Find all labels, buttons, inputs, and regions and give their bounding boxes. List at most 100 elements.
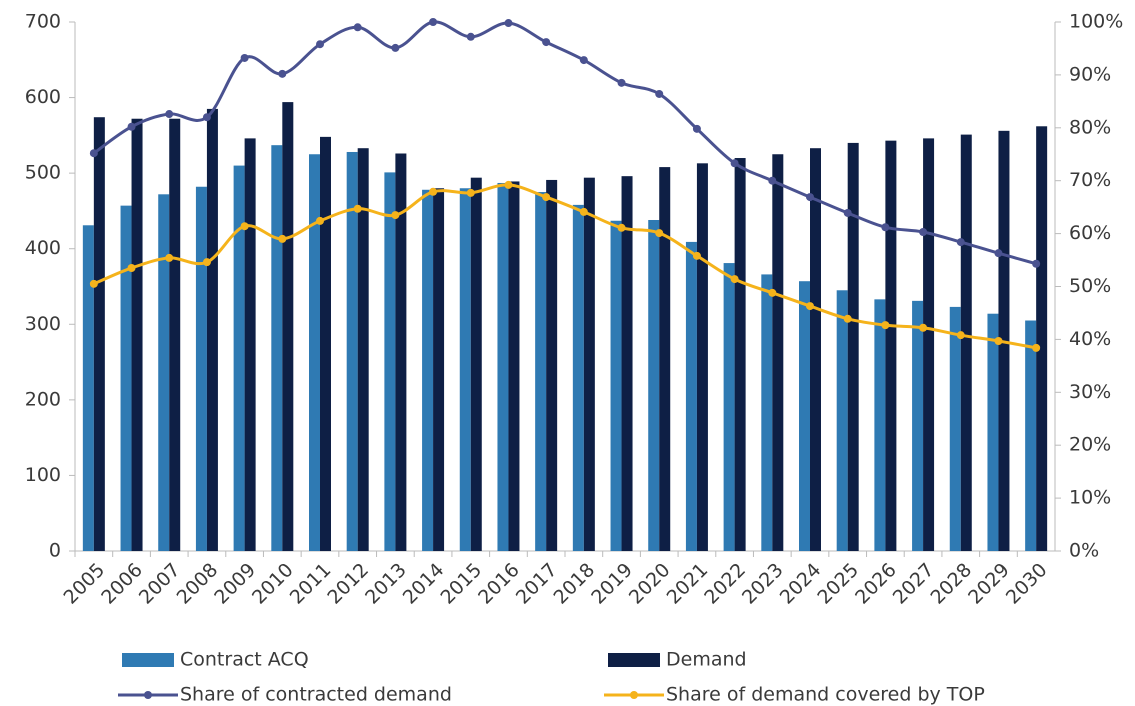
- bar: [621, 176, 633, 551]
- marker: [843, 314, 852, 323]
- marker: [730, 275, 739, 284]
- marker: [466, 188, 475, 197]
- bar: [572, 204, 584, 551]
- bar: [459, 188, 471, 551]
- marker: [240, 53, 249, 62]
- y2-tick-label: 100%: [1069, 11, 1123, 33]
- marker: [504, 19, 513, 28]
- x-tick-label: 2026: [851, 559, 901, 609]
- x-tick-label: 2015: [436, 559, 486, 609]
- y-tick-label: 400: [25, 237, 61, 259]
- x-tick-label: 2023: [738, 559, 788, 609]
- bar: [648, 219, 660, 552]
- x-tick-label: 2016: [474, 559, 524, 609]
- bar: [923, 138, 935, 551]
- y-tick-label: 700: [25, 11, 61, 33]
- marker: [919, 323, 928, 332]
- y2-tick-label: 70%: [1069, 169, 1111, 191]
- marker: [806, 302, 814, 311]
- bar: [206, 108, 218, 552]
- bar: [610, 220, 622, 551]
- x-tick-label: 2020: [625, 559, 675, 609]
- bar: [836, 290, 848, 551]
- marker: [692, 124, 701, 133]
- x-tick-label: 2019: [587, 559, 637, 609]
- marker: [278, 69, 287, 78]
- marker: [240, 222, 249, 231]
- bar: [912, 300, 924, 551]
- bar: [761, 274, 773, 551]
- y2-tick-label: 0%: [1069, 540, 1099, 562]
- marker: [127, 263, 136, 272]
- marker: [353, 204, 362, 213]
- x-tick-label: 2025: [813, 559, 863, 609]
- marker: [391, 211, 400, 220]
- y2-tick-label: 60%: [1069, 222, 1111, 244]
- marker: [127, 122, 136, 131]
- legend-swatch: [122, 653, 174, 667]
- marker: [579, 56, 588, 65]
- x-tick-label: 2021: [663, 559, 713, 609]
- x-tick-label: 2014: [399, 559, 449, 609]
- bar: [799, 281, 810, 551]
- y-tick-label: 100: [25, 464, 61, 486]
- bar: [470, 177, 482, 552]
- legend-marker: [144, 691, 152, 699]
- bar: [282, 102, 294, 551]
- y-tick-label: 600: [25, 86, 61, 108]
- bar: [874, 299, 886, 551]
- bar: [131, 118, 143, 551]
- x-tick-label: 2022: [700, 559, 750, 609]
- marker: [956, 331, 965, 340]
- y-tick-label: 500: [25, 162, 61, 184]
- bar: [93, 117, 105, 551]
- bar: [357, 148, 369, 551]
- x-tick-label: 2007: [135, 559, 185, 609]
- bar: [433, 188, 445, 551]
- x-tick-label: 2011: [286, 559, 336, 609]
- bar: [987, 313, 999, 551]
- bar: [885, 140, 897, 551]
- x-tick-label: 2017: [512, 559, 562, 609]
- marker: [617, 78, 626, 87]
- marker: [165, 253, 174, 262]
- marker: [768, 288, 777, 297]
- bar: [233, 165, 245, 552]
- y-tick-label: 300: [25, 313, 61, 335]
- marker: [429, 187, 438, 196]
- bar: [169, 118, 181, 551]
- marker: [956, 238, 965, 247]
- x-tick-label: 2013: [361, 559, 411, 609]
- y2-tick-label: 30%: [1069, 381, 1111, 403]
- bar: [384, 172, 396, 551]
- marker: [692, 251, 701, 260]
- marker: [994, 249, 1003, 258]
- y2-tick-label: 10%: [1069, 487, 1111, 509]
- bar: [82, 225, 94, 551]
- legend-label: Contract ACQ: [180, 649, 309, 671]
- bar: [723, 263, 735, 551]
- legend-marker: [630, 691, 638, 699]
- bar: [195, 186, 207, 551]
- marker: [466, 32, 475, 41]
- bar: [244, 138, 256, 551]
- marker: [843, 208, 852, 217]
- x-tick-label: 2012: [323, 559, 373, 609]
- bar: [1036, 126, 1048, 551]
- y2-tick-label: 90%: [1069, 63, 1111, 85]
- bar: [1025, 320, 1037, 551]
- y2-tick-label: 40%: [1069, 328, 1111, 350]
- marker: [919, 228, 928, 237]
- y2-tick-label: 20%: [1069, 434, 1111, 456]
- bar: [685, 241, 697, 552]
- bar: [734, 158, 746, 551]
- x-tick-label: 2009: [210, 559, 260, 609]
- marker: [579, 207, 588, 216]
- marker: [1032, 343, 1041, 352]
- marker: [655, 229, 664, 238]
- marker: [542, 38, 551, 47]
- x-tick-label: 2027: [889, 559, 939, 609]
- bar: [346, 151, 358, 552]
- bar: [508, 181, 520, 551]
